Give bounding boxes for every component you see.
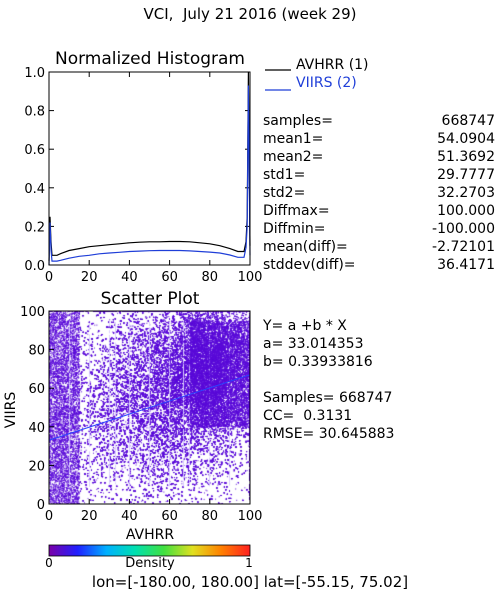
regression-b-label: b= xyxy=(263,354,289,370)
histogram-series-line-avhrr xyxy=(48,71,251,262)
summary-rmse: RMSE= 30.645883 xyxy=(263,426,394,442)
histogram-series xyxy=(48,71,251,266)
histogram-ytick-label: 0.4 xyxy=(24,182,45,197)
scatter-xtick-label: 60 xyxy=(161,509,178,524)
footer-lon-range: [-180.00, 180.00] xyxy=(127,573,259,591)
scatter-xtick-label: 40 xyxy=(121,509,138,524)
stat-label: Diffmin= xyxy=(263,221,326,237)
stat-label: Diffmax= xyxy=(263,203,330,219)
regression-a-label: a= xyxy=(263,336,288,352)
stat-value: 54.0904 xyxy=(437,131,495,147)
stat-value: 29.7777 xyxy=(437,167,495,183)
scatter-ytick-label: 80 xyxy=(28,344,45,359)
stat-value: 100.000 xyxy=(437,203,495,219)
stat-label: mean1= xyxy=(263,131,324,147)
scatter-xlabel: AVHRR xyxy=(126,527,175,543)
colorbar-label: Density xyxy=(125,556,175,571)
histogram-axes: 0 20 40 60 80 100 0.0 0.2 0.4 0.6 0.8 1.0 xyxy=(24,66,262,285)
stats-row: mean2= 51.3692 xyxy=(263,149,495,167)
stat-value: 32.2703 xyxy=(437,185,495,201)
colorbar-gradient xyxy=(48,544,251,557)
footer-lat-range: [-55.15, 75.02] xyxy=(295,573,409,591)
summary-samples: Samples= 668747 xyxy=(263,390,392,406)
histogram-ytick-label: 0.0 xyxy=(24,259,45,274)
histogram-xtick-label: 0 xyxy=(45,270,53,285)
histogram-xtick-label: 20 xyxy=(81,270,98,285)
regression-equation: Y= a +b * X xyxy=(263,318,347,334)
scatter-ytick-label: 40 xyxy=(28,421,45,436)
stat-label: std2= xyxy=(263,185,306,201)
stat-label: stddev(diff)= xyxy=(263,257,356,273)
histogram-xtick-label: 40 xyxy=(121,270,138,285)
histogram-xtick-label: 80 xyxy=(202,270,219,285)
summary-samples-value: 668747 xyxy=(338,390,393,406)
histogram-ytick-label: 0.6 xyxy=(24,143,45,158)
histogram-ytick-label: 1.0 xyxy=(24,66,45,81)
histogram-ytick-label: 0.2 xyxy=(24,220,45,235)
scatter-xtick-label: 100 xyxy=(238,509,263,524)
stats-row: stddev(diff)= 36.4171 xyxy=(263,257,495,275)
footer-lat-label: lat= xyxy=(263,573,296,591)
footer-lon-label: lon= xyxy=(91,573,128,591)
summary-samples-label: Samples= xyxy=(263,390,339,406)
scatter-ytick-label: 0 xyxy=(37,498,45,513)
scatter-ytick-label: 60 xyxy=(28,382,45,397)
summary-rmse-label: RMSE= xyxy=(263,426,319,442)
stat-value: 51.3692 xyxy=(437,149,495,165)
summary-cc-label: CC= xyxy=(263,408,304,424)
scatter-panel: Scatter Plot 0 20 40 60 80 100 0 20 40 60 80 100 AV… xyxy=(3,289,262,543)
summary-rmse-value: 30.645883 xyxy=(318,426,395,442)
stat-value: 36.4171 xyxy=(437,257,495,273)
stats-row: Diffmax= 100.000 xyxy=(263,203,495,221)
summary-cc: CC= 0.3131 xyxy=(263,408,352,424)
scatter-title: Scatter Plot xyxy=(101,289,200,309)
histogram-series-line-viirs xyxy=(48,85,251,266)
scatter-xtick-label: 0 xyxy=(45,509,53,524)
stats-row: samples= 668747 xyxy=(263,113,495,131)
stats-row: mean1= 54.0904 xyxy=(263,131,495,149)
summary-cc-value: 0.3131 xyxy=(303,408,353,424)
scatter-ytick-label: 100 xyxy=(20,305,45,320)
regression-a-value: 33.014353 xyxy=(287,336,364,352)
legend-label-viirs: VIIRS (2) xyxy=(296,75,357,91)
scatter-axes: 0 20 40 60 80 100 0 20 40 60 80 100 xyxy=(20,305,262,524)
stat-value: -2.72101 xyxy=(432,239,495,255)
stat-label: mean2= xyxy=(263,149,324,165)
histogram-xtick-label: 100 xyxy=(238,270,263,285)
scatter-frame xyxy=(48,310,251,505)
colorbar: Density 0 1 xyxy=(45,544,253,571)
stats-row: std1= 29.7777 xyxy=(263,167,495,185)
legend-label-avhrr: AVHRR (1) xyxy=(296,57,369,73)
colorbar-max-label: 1 xyxy=(245,556,253,570)
colorbar-min-label: 0 xyxy=(45,556,53,570)
regression-b-value: 0.33933816 xyxy=(288,354,373,370)
regression-a: a= 33.014353 xyxy=(263,336,363,352)
histogram-legend: AVHRR (1) VIIRS (2) xyxy=(265,57,369,91)
scatter-xtick-label: 80 xyxy=(202,509,219,524)
stats-row: Diffmin= -100.000 xyxy=(263,221,495,239)
stats-row: mean(diff)= -2.72101 xyxy=(263,239,495,257)
scatter-xtick-label: 20 xyxy=(81,509,98,524)
histogram-panel: Normalized Histogram 0 20 40 60 80 1000.00.20… xyxy=(24,49,368,285)
stat-label: samples= xyxy=(263,113,333,129)
histogram-title: Normalized Histogram xyxy=(55,49,245,69)
histogram-frame xyxy=(48,71,251,266)
stat-value: 668747 xyxy=(441,113,495,129)
regression-line xyxy=(48,374,251,441)
stat-value: -100.000 xyxy=(432,221,495,237)
histogram-xtick-label: 60 xyxy=(161,270,178,285)
stat-label: std1= xyxy=(263,167,306,183)
main-title: VCI, July 21 2016 (week 29) xyxy=(143,5,357,23)
scatter-ylabel: VIIRS xyxy=(3,392,19,429)
stat-label: mean(diff)= xyxy=(263,239,348,255)
regression-b: b= 0.33933816 xyxy=(263,354,373,370)
footer-coordinates: lon=[-180.00, 180.00] lat=[-55.15, 75.02… xyxy=(0,575,500,590)
stats-row: std2= 32.2703 xyxy=(263,185,495,203)
scatter-ytick-label: 20 xyxy=(28,459,45,474)
histogram-ytick-label: 0.8 xyxy=(24,105,45,120)
